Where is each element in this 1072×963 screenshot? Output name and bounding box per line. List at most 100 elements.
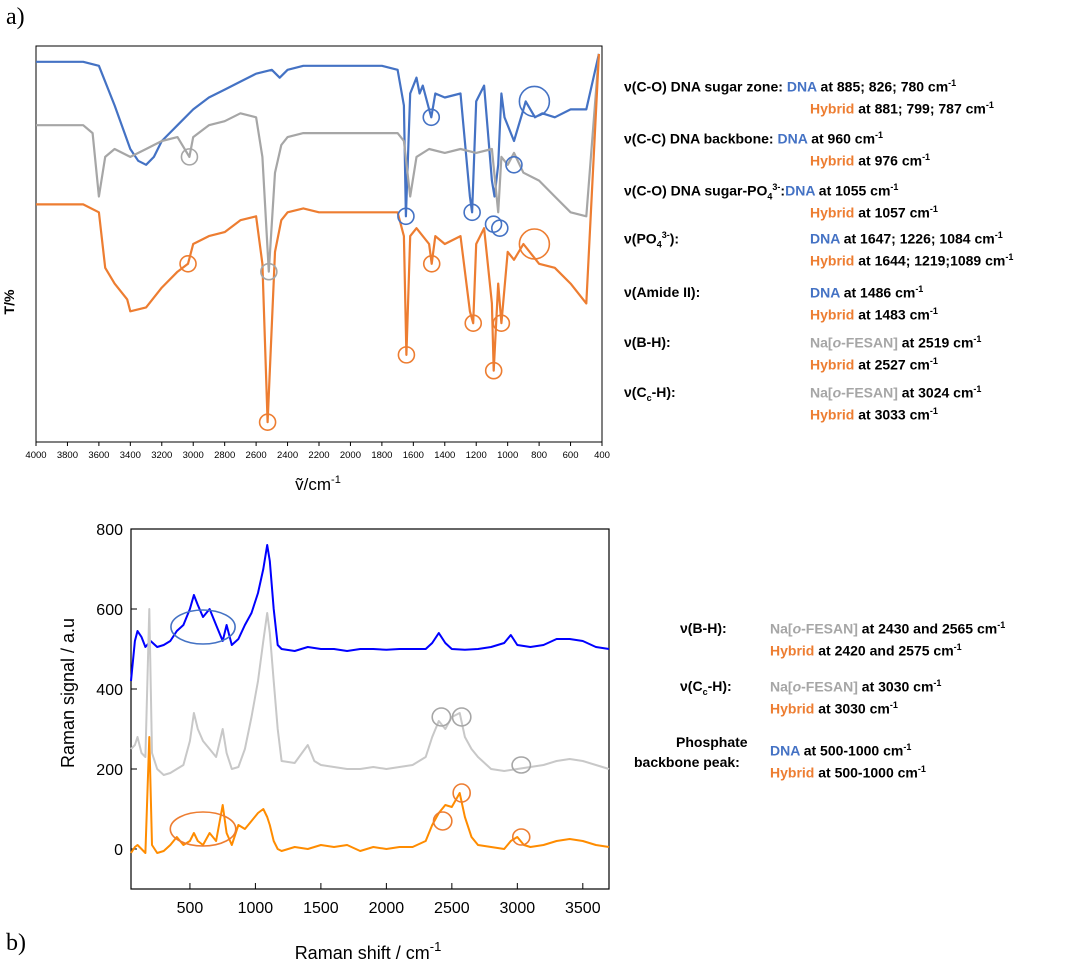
raman-legend-text: o xyxy=(792,620,802,637)
ftir-peak-marker xyxy=(258,413,277,432)
ftir-legend-text: at 1057 cm xyxy=(854,204,930,221)
ftir-x-tick-label: 4000 xyxy=(25,450,46,461)
ftir-x-tick-label: 800 xyxy=(531,450,547,461)
ftir-legend-text: -FESAN] xyxy=(841,334,898,351)
raman-legend-text: -FESAN] xyxy=(801,620,858,637)
ftir-legend-text: -1 xyxy=(973,384,982,394)
ftir-legend-text: Hybrid xyxy=(810,356,855,373)
raman-x-tick-label: 2000 xyxy=(369,900,405,917)
ftir-x-tick-label: 1200 xyxy=(466,450,487,461)
raman-legend-text: at 3030 cm xyxy=(814,700,890,717)
raman-legend-text: -FESAN] xyxy=(801,678,858,695)
raman-legend-text: at 500-1000 cm xyxy=(799,742,904,759)
ftir-legend-text: -1 xyxy=(973,334,982,344)
ftir-x-tick-label: 3800 xyxy=(57,450,78,461)
raman-plot-frame xyxy=(130,528,610,890)
raman-series-line-1 xyxy=(130,608,610,776)
raman-legend-text: Phosphate xyxy=(676,734,748,750)
ftir-x-tick-label: 3400 xyxy=(120,450,141,461)
ftir-legend-text: o xyxy=(832,384,842,401)
ftir-legend-entry: DNA at 1647; 1226; 1084 cm-1 xyxy=(810,230,1003,247)
raman-peak-marker xyxy=(170,609,236,645)
ftir-peak-marker xyxy=(260,262,278,281)
raman-ylabel: Raman signal / a.u xyxy=(58,618,78,768)
ftir-legend-text: at 960 cm xyxy=(807,130,876,147)
ftir-legend-text: -1 xyxy=(929,406,938,416)
ftir-plot-frame xyxy=(35,45,603,443)
ftir-legend-text: Na[ xyxy=(810,334,833,351)
raman-legend-entry: Hybrid at 3030 cm-1 xyxy=(770,700,898,717)
raman-legend-entry: Hybrid at 2420 and 2575 cm-1 xyxy=(770,642,962,659)
raman-peak-marker xyxy=(432,811,453,831)
raman-legend-text: ν(C xyxy=(680,678,703,694)
raman-y-tick-label: 200 xyxy=(96,762,123,779)
ftir-legend-text: 4 xyxy=(767,191,773,202)
raman-legend-text: -1 xyxy=(997,620,1006,630)
raman-peak-marker xyxy=(431,707,452,727)
ftir-legend-entry: ν(C-C) DNA backbone: DNA at 960 cm-1 xyxy=(624,130,883,147)
raman-legend-text: -1 xyxy=(889,700,898,710)
raman-legend-text: -1 xyxy=(933,678,942,688)
ftir-legend-text: ν(C-O) DNA sugar zone: xyxy=(624,78,787,95)
raman-y-tick-label: 600 xyxy=(96,602,123,619)
ftir-ylabel: T/% xyxy=(1,289,17,314)
ftir-x-tick-label: 2000 xyxy=(340,450,361,461)
raman-series-line-0 xyxy=(130,544,610,682)
ftir-peak-marker xyxy=(518,228,551,260)
ftir-legend-text: at 3033 cm xyxy=(854,406,930,423)
ftir-x-tick-label: 2400 xyxy=(277,450,298,461)
ftir-series-line-0 xyxy=(36,53,600,218)
ftir-legend-text: ν(PO xyxy=(624,230,657,247)
raman-legend-text: o xyxy=(792,678,802,695)
raman-series-line-2 xyxy=(130,736,610,854)
ftir-legend-text: -1 xyxy=(929,356,938,366)
raman-peak-marker xyxy=(511,828,531,846)
ftir-legend-text: at 1483 cm xyxy=(854,306,930,323)
ftir-legend-text: at 2527 cm xyxy=(854,356,930,373)
raman-x-tick-label: 500 xyxy=(177,900,204,917)
ftir-peak-marker xyxy=(484,361,503,380)
raman-legend-entry: backbone peak: xyxy=(634,754,740,770)
ftir-legend-text: DNA xyxy=(786,78,817,95)
ftir-legend-text: at 3024 cm xyxy=(897,384,974,401)
ftir-x-tick-label: 1400 xyxy=(434,450,455,461)
raman-legend-text: DNA xyxy=(770,742,800,759)
ftir-legend-text: -1 xyxy=(915,284,924,294)
ftir-peak-marker xyxy=(463,203,481,222)
ftir-legend-entry: Hybrid at 881; 799; 787 cm-1 xyxy=(810,100,994,117)
raman-legend-text: c xyxy=(702,686,708,697)
ftir-legend-entry: Hybrid at 976 cm-1 xyxy=(810,152,930,169)
ftir-legend-entry: Hybrid at 1483 cm-1 xyxy=(810,306,938,323)
ftir-legend-entry: ν(C-O) DNA sugar zone: DNA at 885; 826; … xyxy=(624,78,956,95)
ftir-x-tick-label: 600 xyxy=(563,450,579,461)
raman-legend-text: at 2430 and 2565 cm xyxy=(857,620,998,637)
ftir-legend-text: ν(C-C) DNA backbone: xyxy=(624,130,778,147)
raman-legend-text: at 2420 and 2575 cm xyxy=(814,642,954,659)
ftir-x-tick-label: 3600 xyxy=(88,450,109,461)
raman-legend-text: at 3030 cm xyxy=(857,678,934,695)
raman-y-tick-label: 400 xyxy=(96,682,123,699)
panel-label-a: a) xyxy=(6,4,25,30)
ftir-peak-marker xyxy=(397,207,415,226)
raman-x-tick-label: 2500 xyxy=(434,900,470,917)
ftir-legend-entry: ν(PO43-): xyxy=(624,230,679,249)
ftir-peak-marker xyxy=(492,314,511,333)
ftir-legend-text: Hybrid xyxy=(810,100,855,117)
ftir-legend-text: DNA xyxy=(810,284,840,301)
ftir-legend-text: at 2519 cm xyxy=(897,334,974,351)
raman-legend-entry: Hybrid at 500-1000 cm-1 xyxy=(770,764,926,781)
raman-legend-entry: DNA at 500-1000 cm-1 xyxy=(770,742,911,759)
raman-legend-text: -1 xyxy=(953,642,962,652)
ftir-legend-text: at 1647; 1226; 1084 cm xyxy=(839,230,995,247)
ftir-legend-entry: ν(B-H): xyxy=(624,334,671,350)
raman-legend-text: Hybrid xyxy=(770,700,815,717)
ftir-legend-text: ): xyxy=(669,230,680,247)
ftir-legend-text: ν(Amide II): xyxy=(624,284,701,300)
panel-label-b: b) xyxy=(6,930,26,956)
ftir-legend-text: Hybrid xyxy=(810,406,855,423)
ftir-legend-text: -1 xyxy=(929,204,938,214)
ftir-legend-entry: ν(C-O) DNA sugar-PO43-:DNA at 1055 cm-1 xyxy=(624,182,898,201)
raman-legend-text: Na[ xyxy=(770,620,793,637)
raman-y-tick-label: 800 xyxy=(96,522,123,539)
ftir-x-tick-label: 400 xyxy=(594,450,610,461)
